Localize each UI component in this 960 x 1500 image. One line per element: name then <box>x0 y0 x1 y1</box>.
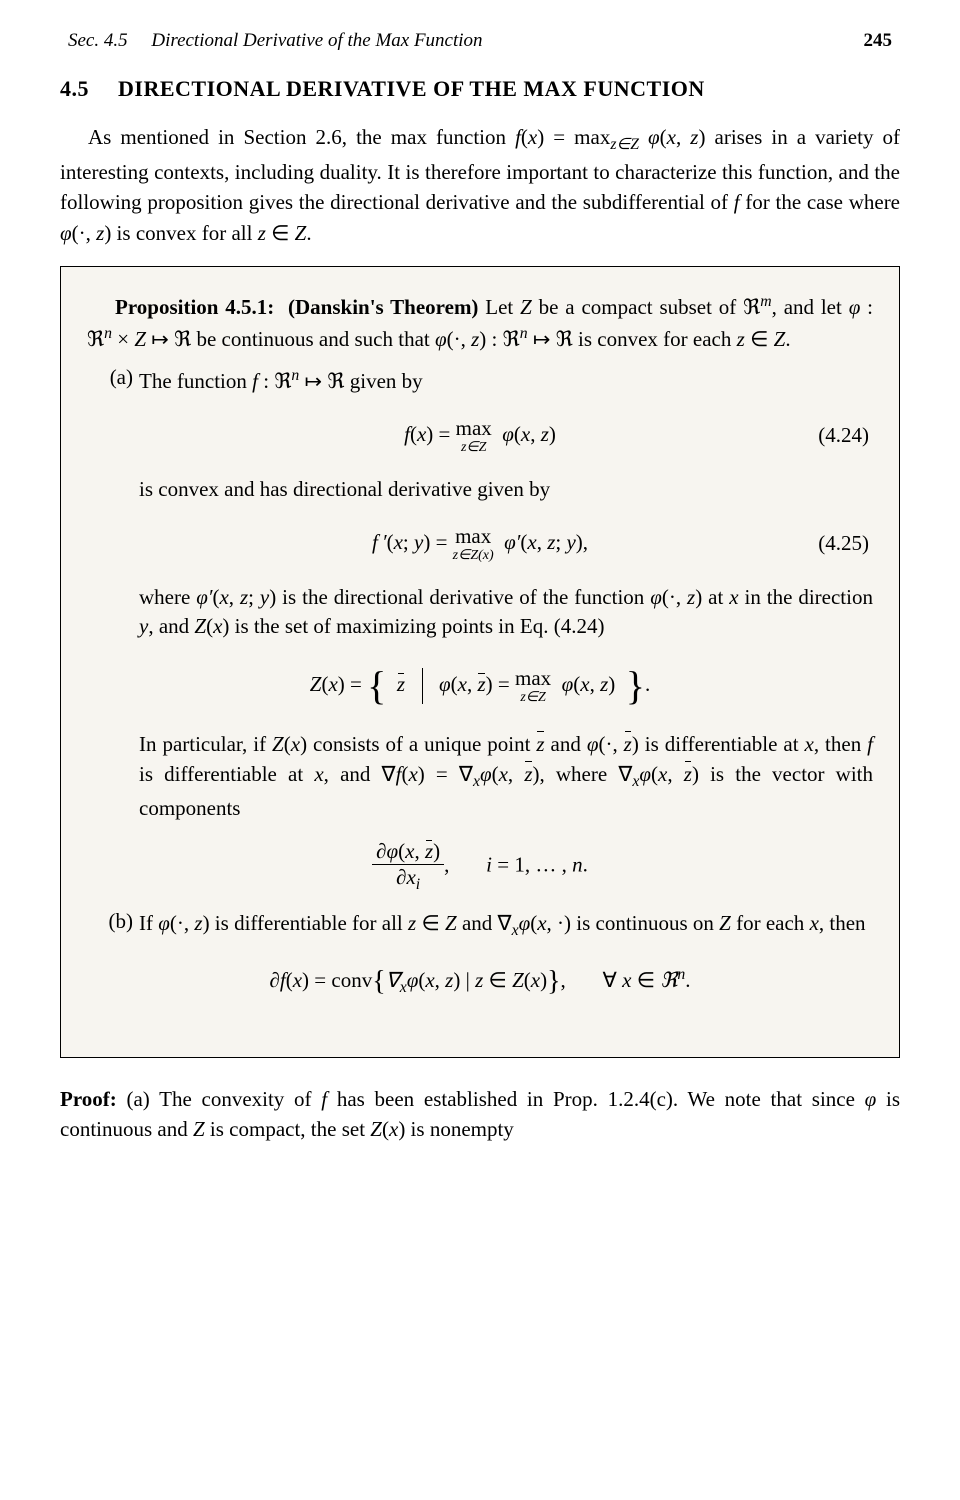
proposition-box: Proposition 4.5.1: (Danskin's Theorem) L… <box>60 266 900 1058</box>
section-label: Sec. 4.5 <box>68 30 128 51</box>
page-number: 245 <box>864 30 893 52</box>
item-a-continued-3: In particular, if Z(x) consists of a uni… <box>87 730 873 823</box>
item-a-label: (a) <box>87 365 139 397</box>
equation-number-4-25: (4.25) <box>818 531 869 556</box>
item-a-text-4: In particular, if Z(x) consists of a uni… <box>139 730 873 823</box>
equation-4-25: f ′(x; y) = maxz∈Z(x) φ′(x, z; y), (4.25… <box>87 519 873 569</box>
page: Sec. 4.5 Directional Derivative of the M… <box>0 0 960 1500</box>
item-a-text-1: The function f : ℜn ↦ ℜ given by <box>139 365 873 397</box>
equation-Zx: Z(x) = { z φ(x, z) = maxz∈Z φ(x, z) }. <box>87 656 873 716</box>
intro-paragraph: As mentioned in Section 2.6, the max fun… <box>60 122 900 248</box>
proposition-intro: Proposition 4.5.1: (Danskin's Theorem) L… <box>87 291 873 355</box>
section-title: DIRECTIONAL DERIVATIVE OF THE MAX FUNCTI… <box>118 76 705 102</box>
item-b: (b) If φ(·, z) is differentiable for all… <box>87 909 873 943</box>
running-head-left: Sec. 4.5 Directional Derivative of the M… <box>68 30 483 52</box>
equation-4-24: f(x) = maxz∈Z φ(x, z) (4.24) <box>87 411 873 461</box>
equation-partial: ∂φ(x, z) ∂xi , i = 1, … , n. <box>87 837 873 895</box>
proof-paragraph: Proof: (a) The convexity of f has been e… <box>60 1084 900 1145</box>
proposition-name: (Danskin's Theorem) <box>288 295 478 319</box>
running-head-title: Directional Derivative of the Max Functi… <box>151 30 482 51</box>
proof-label: Proof: <box>60 1087 117 1111</box>
item-a: (a) The function f : ℜn ↦ ℜ given by <box>87 365 873 397</box>
equation-number-4-24: (4.24) <box>818 423 869 448</box>
item-a-continued-1: is convex and has directional derivative… <box>87 475 873 505</box>
running-head: Sec. 4.5 Directional Derivative of the M… <box>60 30 900 52</box>
section-heading: 4.5 DIRECTIONAL DERIVATIVE OF THE MAX FU… <box>60 76 900 102</box>
item-a-text-3: where φ′(x, z; y) is the directional der… <box>139 583 873 643</box>
equation-subdifferential: ∂f(x) = conv{∇xφ(x, z) | z ∈ Z(x)}, ∀ x … <box>87 957 873 1007</box>
proposition-label: Proposition 4.5.1: <box>115 295 274 319</box>
section-number: 4.5 <box>60 76 100 102</box>
item-b-text: If φ(·, z) is differentiable for all z ∈… <box>139 909 873 943</box>
item-a-continued-2: where φ′(x, z; y) is the directional der… <box>87 583 873 643</box>
item-a-text-2: is convex and has directional derivative… <box>139 475 873 505</box>
item-b-label: (b) <box>87 909 139 943</box>
